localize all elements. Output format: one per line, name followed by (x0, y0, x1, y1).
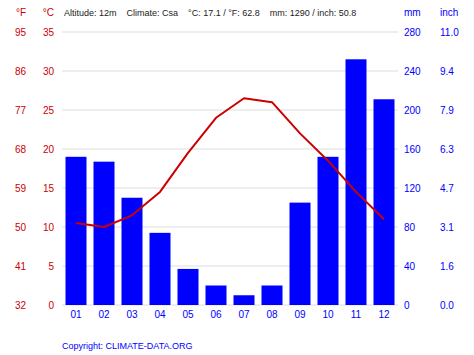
annotation: mm: 1290 / inch: 50.8 (270, 8, 357, 18)
x-tick-label: 02 (98, 309, 110, 320)
bar (94, 162, 115, 305)
bar (318, 157, 339, 305)
y2-tick-label: 0 (404, 300, 410, 311)
grid (62, 32, 398, 305)
annotation: Altitude: 12m (64, 8, 117, 18)
y3-tick-label: 59 (15, 183, 27, 194)
y4-tick-label: 6.3 (440, 144, 454, 155)
y3-tick-label: 68 (15, 144, 27, 155)
y2-tick-label: 40 (404, 261, 416, 272)
bar (234, 295, 255, 305)
bar (206, 286, 227, 306)
y3-tick-label: 41 (15, 261, 27, 272)
y3-tick-label: 50 (15, 222, 27, 233)
bar (262, 286, 283, 306)
y2-tick-label: 200 (404, 105, 421, 116)
x-tick-label: 11 (351, 309, 362, 320)
x-tick-label: 05 (182, 309, 194, 320)
bar (346, 59, 367, 305)
grid-line (62, 32, 398, 33)
x-tick-label: 08 (266, 309, 278, 320)
bar (66, 157, 87, 305)
y3-tick-label: 86 (15, 66, 27, 77)
axes: 0102030405060708091011120510152025303532… (15, 7, 459, 351)
y4-tick-label: 9.4 (440, 66, 454, 77)
bar (374, 99, 395, 305)
y3-tick-label: 32 (15, 300, 27, 311)
x-tick-label: 04 (154, 309, 166, 320)
y4-tick-label: 1.6 (440, 261, 454, 272)
axis-label: °C (43, 7, 54, 18)
y3-tick-label: 95 (15, 27, 27, 38)
axis-label: mm (404, 7, 421, 18)
y-tick-label: 15 (43, 183, 55, 194)
y-tick-label: 35 (43, 27, 55, 38)
axis-label: °F (16, 7, 26, 18)
annotation: Copyright: CLIMATE-DATA.ORG (62, 341, 193, 351)
x-tick-label: 07 (238, 309, 250, 320)
y-tick-label: 10 (43, 222, 55, 233)
line (76, 98, 384, 227)
bar (178, 269, 199, 305)
y2-tick-label: 80 (404, 222, 416, 233)
plot-area (66, 59, 395, 305)
y2-tick-label: 280 (404, 27, 421, 38)
y2-tick-label: 160 (404, 144, 421, 155)
y-tick-label: 25 (43, 105, 55, 116)
y4-tick-label: 7.9 (440, 105, 454, 116)
x-tick-label: 03 (126, 309, 138, 320)
y-tick-label: 5 (48, 261, 54, 272)
y4-tick-label: 4.7 (440, 183, 454, 194)
y2-tick-label: 240 (404, 66, 421, 77)
x-tick-label: 12 (378, 309, 390, 320)
axis-label: inch (440, 7, 458, 18)
y4-tick-label: 3.1 (440, 222, 454, 233)
annotation: °C: 17.1 / °F: 62.8 (188, 8, 260, 18)
x-tick-label: 10 (322, 309, 334, 320)
bar (150, 233, 171, 305)
annotation: Climate: Csa (127, 8, 179, 18)
y3-tick-label: 77 (15, 105, 27, 116)
bar (290, 203, 311, 305)
y-tick-label: 0 (48, 300, 54, 311)
y-tick-label: 20 (43, 144, 55, 155)
x-tick-label: 06 (210, 309, 222, 320)
y4-tick-label: 0.0 (440, 300, 454, 311)
x-tick-label: 01 (70, 309, 82, 320)
y4-tick-label: 11.0 (440, 27, 459, 38)
y-tick-label: 30 (43, 66, 55, 77)
bar (122, 198, 143, 305)
chart: 0102030405060708091011120510152025303532… (0, 0, 474, 355)
x-tick-label: 09 (294, 309, 306, 320)
y2-tick-label: 120 (404, 183, 421, 194)
